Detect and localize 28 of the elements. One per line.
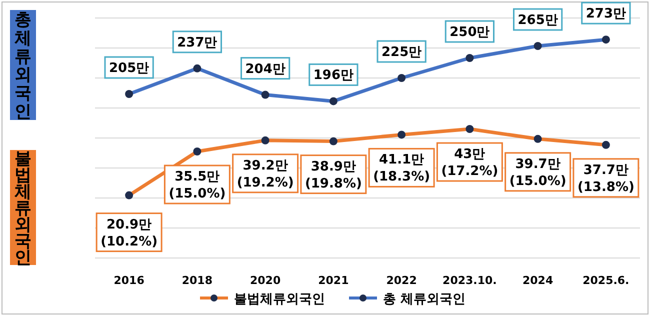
x-tick-label: 2021	[318, 274, 349, 287]
legend-label: 총 체류외국인	[383, 292, 466, 307]
data-label: 41.1만 (18.3%)	[373, 152, 430, 185]
x-tick-label: 2023.10.	[442, 274, 497, 287]
x-tick-label: 2022	[386, 274, 417, 287]
data-label: 250만	[450, 25, 490, 40]
data-label: 273만	[586, 6, 626, 22]
x-tick-label: 2018	[182, 274, 212, 287]
data-label: 265만	[518, 13, 558, 28]
data-label: 39.2만 (19.2%)	[236, 158, 294, 190]
data-label: 37.7만 (13.8%)	[577, 162, 634, 195]
legend-label: 불법체류외국인	[234, 292, 325, 307]
x-tick-label: 2016	[114, 274, 145, 287]
text: 불법체류외국인	[14, 149, 32, 268]
data-label: 204만	[245, 62, 286, 77]
data-label: 225만	[381, 45, 422, 60]
data-label: 38.9만 (19.8%)	[304, 159, 362, 192]
x-tick-label: 2025.6.	[582, 274, 630, 287]
data-label: 237만	[177, 35, 218, 50]
text: 총체류외국인	[14, 10, 32, 122]
data-label: 43만 (17.2%)	[441, 147, 498, 179]
data-label: 196만	[313, 68, 354, 84]
x-tick-label: 2024	[522, 274, 554, 287]
x-tick-label: 2020	[250, 274, 281, 287]
data-label: 39.7만 (15.0%)	[509, 156, 566, 189]
data-label: 205만	[108, 61, 150, 76]
data-label: 20.9만 (10.2%)	[100, 217, 158, 250]
data-label: 35.5만 (15.0%)	[168, 170, 226, 202]
